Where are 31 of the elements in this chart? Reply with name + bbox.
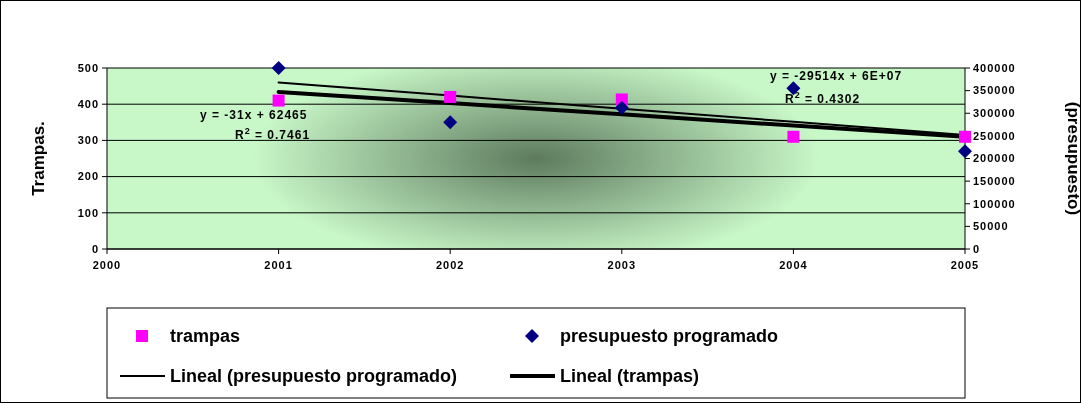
legend-label: Lineal (trampas): [560, 366, 700, 387]
annotation: y = -31x + 62465: [200, 108, 308, 122]
y-axis-title: Trampas.: [29, 121, 48, 196]
x-tick-label: 2002: [435, 259, 465, 271]
y2-axis-title: (presupuesto): [1064, 101, 1081, 216]
y-tick-label: 300: [77, 134, 99, 147]
y2-tick-label: 300000: [973, 107, 1016, 120]
y-tick-label: 200: [77, 170, 99, 183]
x-tick-label: 2005: [950, 259, 980, 271]
y2-tick-label: 100000: [973, 197, 1016, 210]
y2-tick-label: 50000: [973, 220, 1009, 233]
y-tick-label: 0: [91, 242, 99, 255]
y2-tick-label: 350000: [973, 84, 1016, 97]
y2-tick-label: 200000: [973, 152, 1016, 165]
annotation: R$^{2}$ = 0.7461: [235, 126, 311, 142]
y-tick-label: 400: [77, 98, 99, 111]
legend-label: presupuesto programado: [560, 326, 779, 347]
legend-label: Lineal (presupuesto programado): [170, 366, 458, 387]
y2-tick-label: 250000: [973, 129, 1016, 142]
y2-tick-label: 150000: [973, 174, 1016, 187]
annotation: y = -29514x + 6E+07: [770, 69, 903, 83]
y-tick-label: 100: [77, 206, 99, 219]
legend-label: trampas: [170, 326, 241, 347]
x-tick-label: 2003: [607, 259, 637, 271]
y2-tick-label: 400000: [973, 61, 1016, 74]
x-tick-label: 2004: [779, 259, 808, 271]
y2-tick-label: 0: [973, 242, 981, 255]
x-tick-label: 2001: [264, 259, 293, 271]
y-tick-label: 500: [77, 61, 99, 74]
annotation: R$^{2}$ = 0.4302: [785, 90, 861, 106]
x-tick-label: 2000: [92, 259, 122, 271]
